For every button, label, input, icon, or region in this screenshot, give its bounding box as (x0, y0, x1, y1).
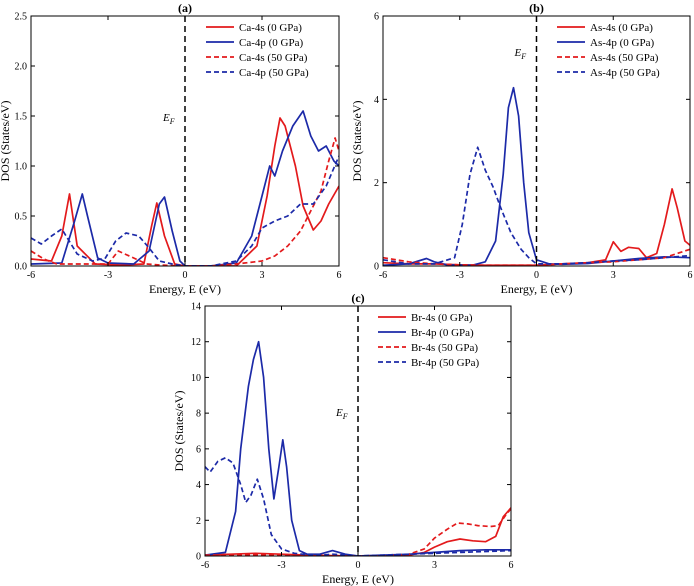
y-tick-label: 0.0 (15, 262, 28, 273)
x-tick-label: -3 (277, 560, 285, 571)
x-axis-label: Energy, E (eV) (149, 282, 221, 296)
legend-entry: As-4s (0 GPa) (590, 22, 653, 34)
legend: Ca-4s (0 GPa) Ca-4p (0 GPa) Ca-4s (50 GPa)… (206, 22, 309, 79)
panel-c: -6 -3 0 3 6 0 2 4 6 8 10 12 14 Energy, E (eV) DOS (Sta… (172, 291, 514, 586)
series-group (31, 110, 339, 266)
legend: As-4s (0 GPa) As-4p (0 GPa) As-4s (50 GPa)… (557, 22, 660, 79)
legend-entry: Br-4s (0 GPa) (411, 312, 473, 324)
y-axis-label: DOS (States/eV) (350, 101, 364, 182)
panel-a: -6 -3 0 3 6 0.0 0.5 1.0 1.5 2.0 2.5 Energy, E (eV) D… (0, 1, 342, 296)
legend-entry: Ca-4p (50 GPa) (239, 67, 309, 79)
x-tick-label: 0 (183, 270, 188, 281)
legend-entry: Br-4p (50 GPa) (411, 357, 480, 369)
y-tick-label: 4 (196, 480, 201, 491)
y-tick-label: 2.5 (15, 12, 28, 23)
legend-entry: As-4p (0 GPa) (590, 37, 654, 49)
y-tick-label: 6 (196, 444, 201, 455)
y-tick-label: 8 (196, 409, 201, 420)
y-tick-label: 1.5 (15, 112, 28, 123)
x-tick-label: 0 (534, 270, 539, 281)
legend-entry: As-4p (50 GPa) (590, 67, 660, 79)
series-group (383, 86, 690, 266)
legend-entry: Br-4p (0 GPa) (411, 327, 474, 339)
fermi-level-label: EF (335, 407, 348, 421)
x-tick-label: 6 (688, 270, 693, 281)
fermi-level-label: EF (514, 47, 527, 61)
legend-entry: Br-4s (50 GPa) (411, 342, 478, 354)
y-tick-label: 2 (196, 516, 201, 527)
fermi-level-label: EF (162, 112, 175, 126)
x-tick-label: -6 (201, 560, 209, 571)
legend-entry: Ca-4p (0 GPa) (239, 37, 303, 49)
x-tick-label: -6 (379, 270, 387, 281)
x-axis-label: Energy, E (eV) (501, 282, 573, 296)
y-tick-label: 0 (374, 262, 379, 273)
series-line-br-4p-50-gpa (205, 456, 511, 556)
y-tick-label: 14 (191, 302, 201, 313)
y-axis-label: DOS (States/eV) (172, 391, 186, 472)
y-tick-label: 1.0 (15, 162, 28, 173)
x-tick-label: 3 (260, 270, 265, 281)
y-tick-label: 12 (191, 337, 201, 348)
y-tick-label: 2 (374, 178, 379, 189)
panel-b: -6 -3 0 3 6 0 2 4 6 Energy, E (eV) DOS (States/eV)… (350, 1, 693, 296)
y-tick-label: 10 (191, 373, 201, 384)
panel-label: (b) (529, 1, 544, 15)
x-tick-label: 0 (356, 560, 361, 571)
legend-entry: Ca-4s (0 GPa) (239, 22, 302, 34)
x-tick-label: 3 (432, 560, 437, 571)
x-tick-label: -3 (456, 270, 464, 281)
series-group (205, 340, 511, 556)
x-tick-label: -6 (27, 270, 35, 281)
y-tick-label: 0.5 (15, 212, 28, 223)
y-tick-label: 6 (374, 12, 379, 23)
panel-label: (c) (351, 291, 364, 305)
series-line-ca-4p-0-gpa (31, 110, 339, 266)
x-axis-label: Energy, E (eV) (322, 572, 394, 586)
legend-entry: As-4s (50 GPa) (590, 52, 659, 64)
y-tick-label: 0 (196, 552, 201, 563)
series-line-ca-4s-0-gpa (31, 117, 339, 266)
panel-label: (a) (178, 1, 192, 15)
legend-entry: Ca-4s (50 GPa) (239, 52, 308, 64)
x-tick-label: -3 (104, 270, 112, 281)
x-tick-label: 6 (509, 560, 514, 571)
legend: Br-4s (0 GPa) Br-4p (0 GPa) Br-4s (50 GPa)… (378, 312, 480, 369)
x-tick-label: 3 (611, 270, 616, 281)
y-tick-label: 2.0 (15, 62, 28, 73)
y-axis-label: DOS (States/eV) (0, 101, 12, 182)
y-tick-label: 4 (374, 95, 379, 106)
x-tick-label: 6 (337, 270, 342, 281)
